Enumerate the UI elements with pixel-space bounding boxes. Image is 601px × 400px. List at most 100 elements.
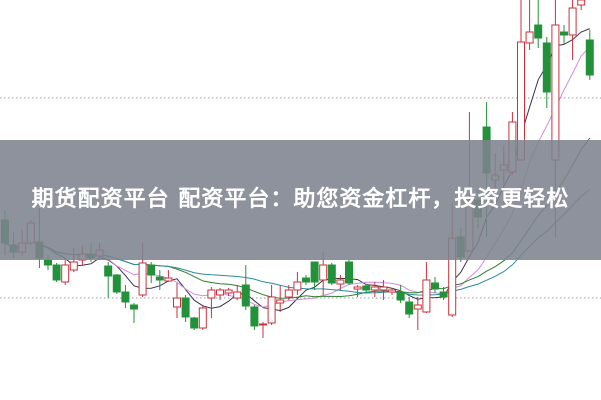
candle-down [362,284,371,292]
candle-down [130,303,138,323]
candle-down [104,262,113,298]
candle-up [293,272,302,295]
candle-down [431,277,439,293]
candle-body [69,261,78,271]
candle-body [353,286,362,290]
candle-up [517,0,525,161]
candle-body [422,279,431,313]
candle-body [198,307,207,329]
candle-up [568,0,577,60]
candle-body [233,291,242,299]
candle-body [293,281,302,291]
candle-body [250,306,259,327]
candle-up [224,288,233,296]
candle-body [224,289,233,294]
banner-title: 期货配资平台 配资平台：助您资金杠杆，投资更轻松 [31,187,570,212]
candle-down [396,285,405,303]
candle-body [431,282,439,290]
candle-up [336,275,345,290]
candle-body [61,264,70,283]
candle-body [534,24,543,39]
candle-body [388,289,396,293]
candle-body [302,277,310,283]
candle-body [121,291,130,303]
candle-down [585,30,594,80]
candle-down [310,261,319,290]
candle-body [190,317,199,329]
candle-up [267,285,276,325]
candle-body [284,289,293,298]
candle-body [542,42,551,93]
candle-body [405,301,414,315]
candle-body [241,284,250,307]
candle-down [542,37,551,108]
candle-body [362,285,371,291]
candle-body [207,289,216,299]
candle-body [138,262,147,296]
candle-up [422,262,431,313]
candle-body [276,299,285,304]
candle-up [379,280,388,300]
candle-body [44,259,52,266]
candle-body [267,296,276,324]
candle-body [585,39,594,76]
candle-down [147,262,156,283]
candle-body [310,261,319,283]
candle-body [173,297,181,308]
candle-up [198,305,207,330]
candle-body [396,291,405,301]
candle-up [259,322,267,338]
candle-up [233,285,242,300]
candle-down [405,297,414,318]
candle-body [379,286,388,291]
candle-body [560,31,568,36]
candle-body [439,291,448,298]
candle-body [413,304,422,310]
candle-up [173,283,181,318]
candle-up [284,285,293,300]
candle-up [276,285,285,312]
candle-body [568,7,577,36]
candle-body [345,261,353,284]
candle-up [164,270,173,282]
candle-up [525,0,534,50]
candle-down [155,270,164,290]
candle-down [439,287,448,300]
candle-body [216,289,224,296]
candle-down [250,305,259,330]
candle-up [370,282,379,297]
candle-down [121,285,130,308]
candle-body [370,286,379,291]
candle-up [353,285,362,297]
candle-down [112,274,121,294]
candle-body [327,264,336,284]
candle-body [319,264,328,281]
candle-body [130,304,138,310]
candle-down [181,295,190,322]
candle-body [259,323,267,326]
candle-body [155,276,164,281]
candle-down [52,263,61,282]
candle-down [302,275,310,285]
candle-down [327,263,336,285]
candle-body [181,297,190,318]
candle-up [216,288,224,300]
candle-body [164,277,173,282]
candle-up [388,288,396,295]
candle-body [104,265,113,277]
candle-up [413,297,422,330]
candle-down [534,0,543,48]
candle-body [577,0,586,6]
candle-body [52,264,61,281]
candle-up [577,0,586,10]
candle-up [61,258,70,285]
candle-body [147,264,156,276]
candle-body [112,274,121,293]
candle-down [190,317,199,330]
candle-body [336,279,345,285]
candle-up [207,287,216,318]
candle-down [560,25,568,45]
candle-down [241,265,250,310]
candle-body [525,31,534,44]
